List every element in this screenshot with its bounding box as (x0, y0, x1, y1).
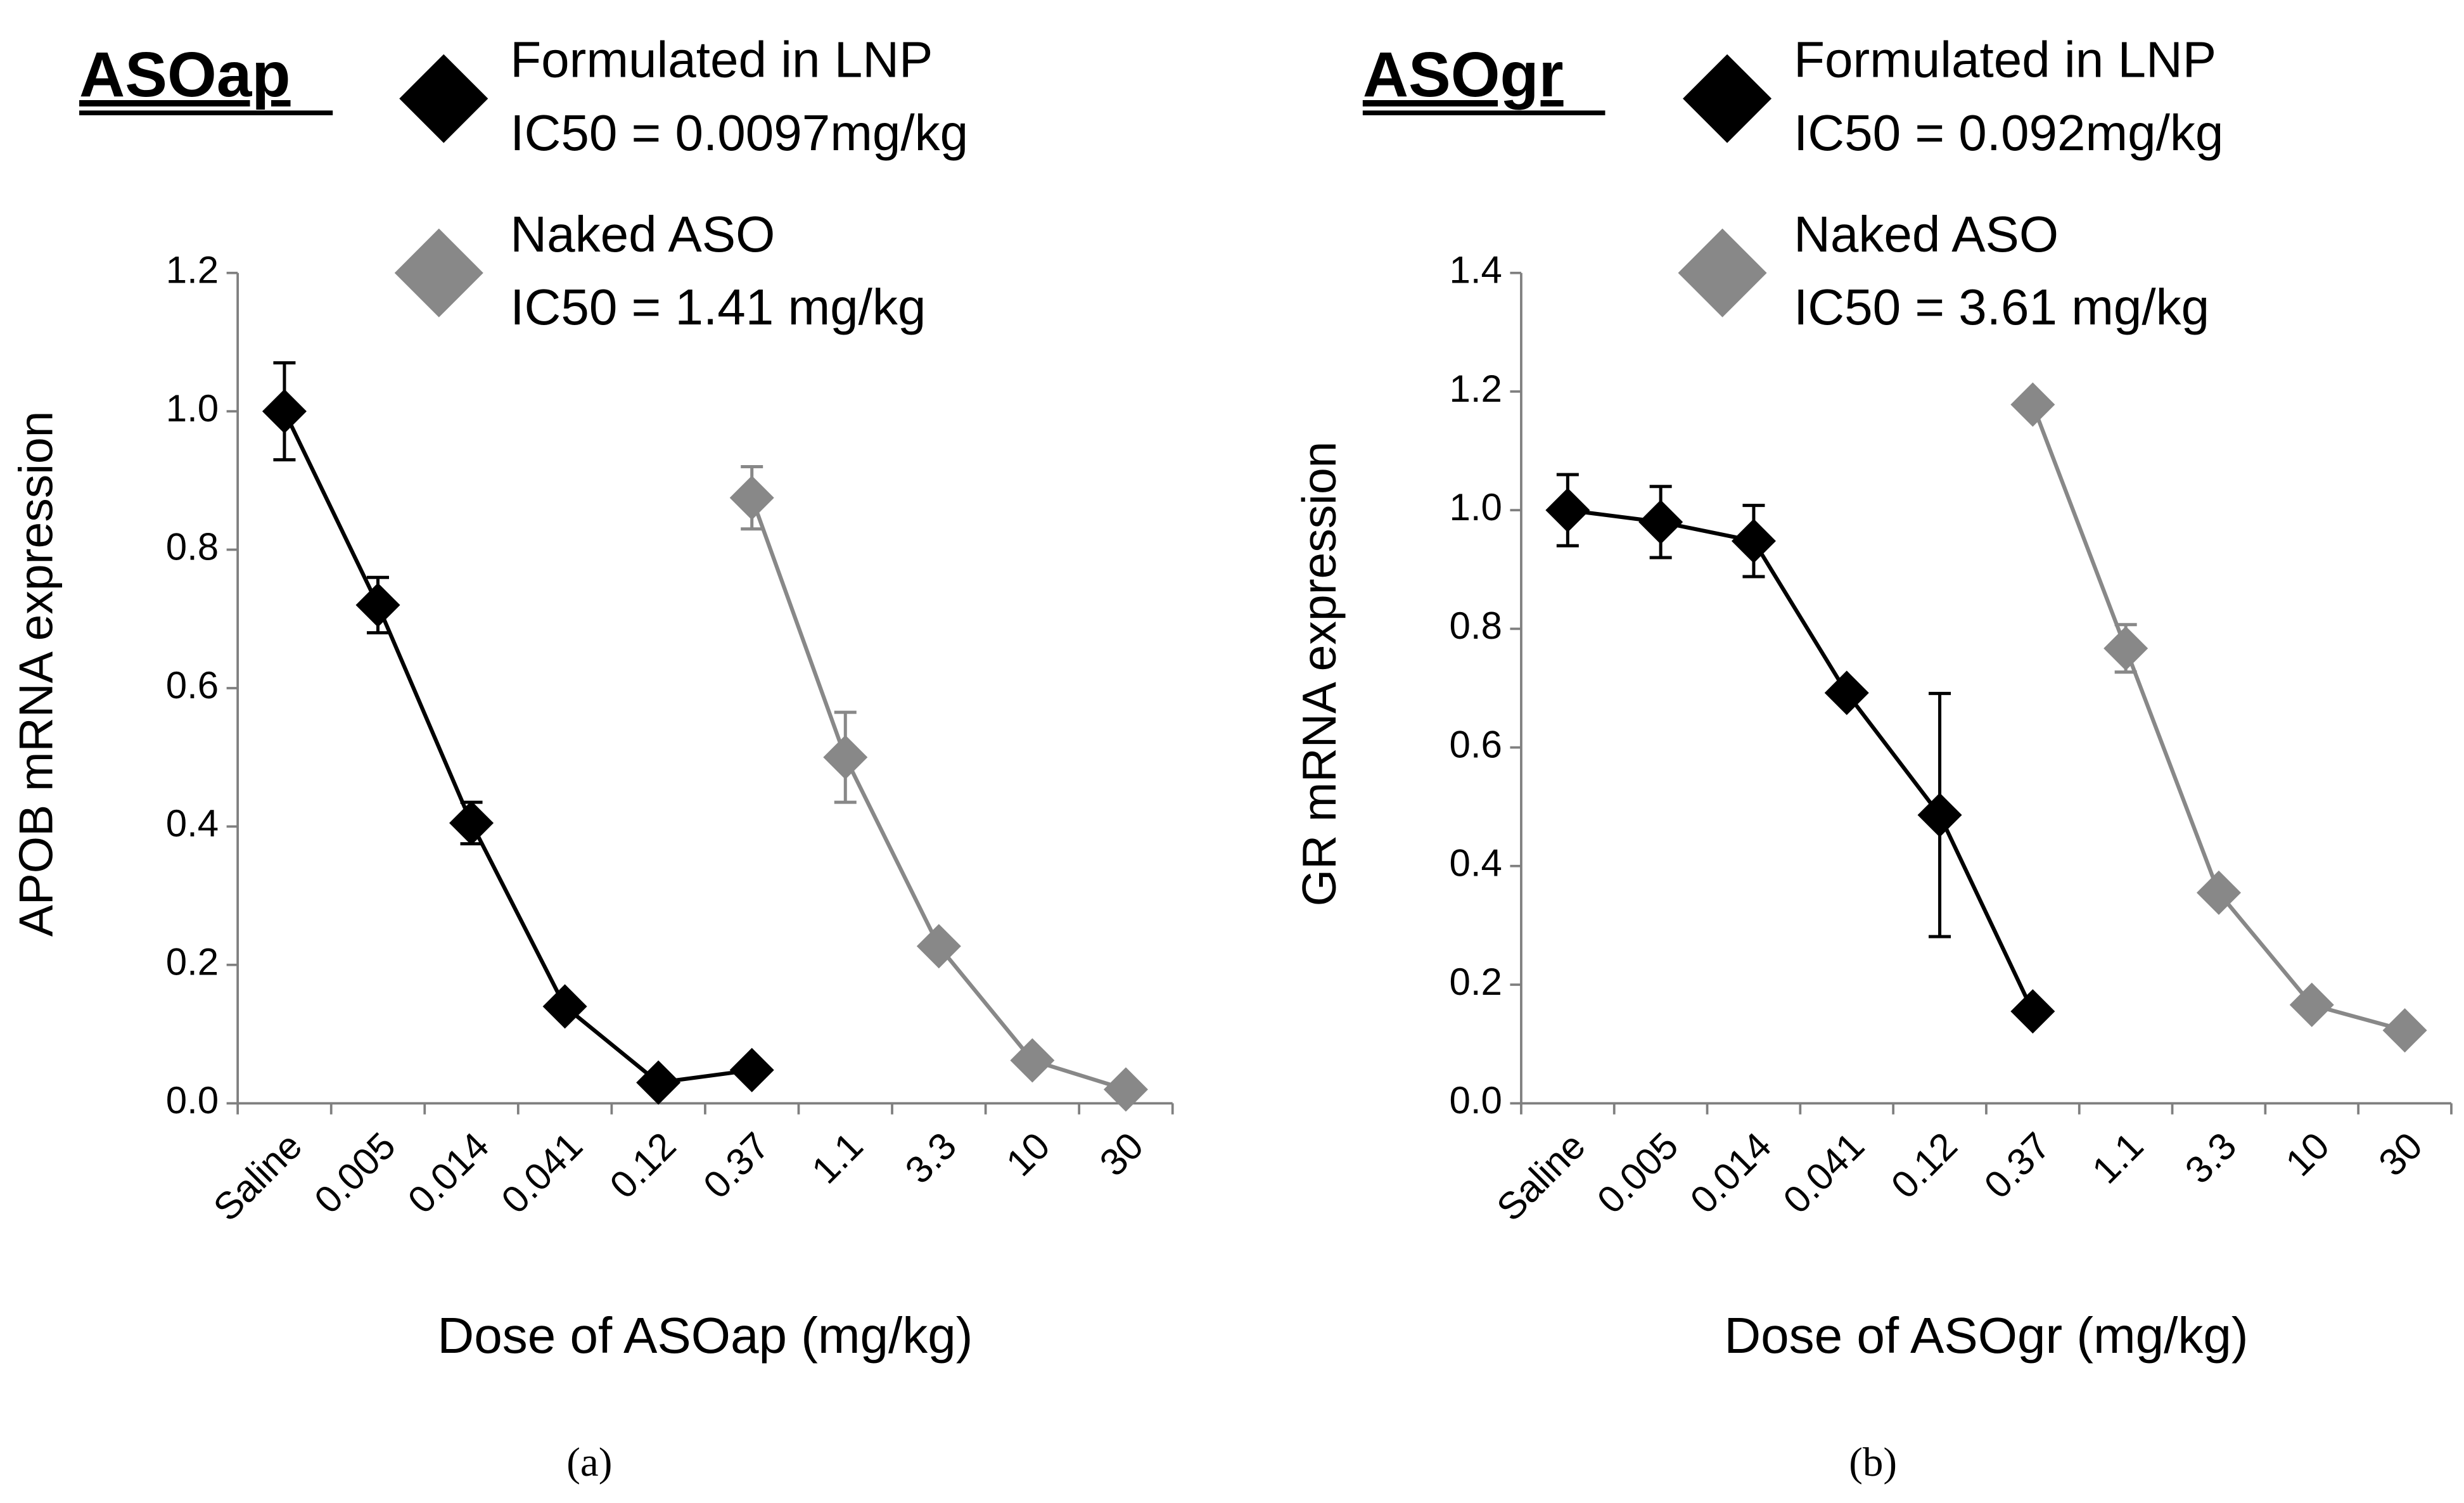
legend-ic50: IC50 = 0.0097mg/kg (510, 105, 968, 161)
data-point (449, 800, 494, 845)
x-tick-label: 0.12 (1883, 1124, 1965, 1206)
data-point (729, 475, 774, 520)
data-point (2010, 989, 2055, 1034)
y-tick-label: 0.2 (1449, 961, 1502, 1003)
data-point (2196, 870, 2241, 915)
data-point (1917, 793, 1962, 838)
data-point (916, 924, 961, 969)
x-tick-label: 0.005 (1589, 1124, 1687, 1222)
data-point (823, 735, 868, 780)
chart-title: ASOgr (1363, 39, 1564, 110)
x-tick-label: 0.37 (1976, 1124, 2059, 1206)
legend-label: Naked ASO (510, 206, 775, 262)
y-tick-label: 0.2 (166, 941, 219, 983)
legend-ic50: IC50 = 1.41 mg/kg (510, 279, 926, 335)
y-tick-label: 0.6 (1449, 723, 1502, 765)
legend-ic50: IC50 = 0.092mg/kg (1794, 105, 2223, 161)
data-point (262, 389, 307, 434)
x-tick-label: 0.014 (400, 1124, 497, 1222)
x-tick-label: 0.12 (602, 1124, 684, 1206)
x-tick-label: 0.041 (493, 1124, 590, 1222)
caption: (b) (1849, 1440, 1897, 1485)
x-tick-label: 30 (2370, 1124, 2430, 1184)
x-tick-label: Saline (205, 1124, 310, 1229)
data-point (1731, 518, 1776, 563)
x-tick-label: 0.37 (695, 1124, 777, 1206)
data-point (542, 984, 587, 1029)
y-tick-label: 1.0 (166, 387, 219, 430)
y-tick-label: 0.4 (1449, 842, 1502, 885)
legend-label: Naked ASO (1794, 206, 2059, 262)
x-tick-label: 30 (1092, 1124, 1152, 1184)
caption: (a) (566, 1440, 612, 1485)
y-tick-label: 1.2 (1449, 368, 1502, 410)
data-point (729, 1047, 774, 1092)
y-tick-label: 1.2 (166, 249, 219, 291)
x-tick-label: 1.1 (2084, 1124, 2151, 1191)
chart-title: ASOap (79, 39, 290, 110)
legend-marker (1678, 228, 1767, 317)
legend-marker (1683, 54, 1772, 143)
x-tick-label: 10 (2278, 1124, 2338, 1184)
series-line (1567, 508, 2035, 1013)
data-point (2010, 382, 2055, 427)
y-tick-label: 0.8 (1449, 604, 1502, 647)
data-point (1010, 1038, 1055, 1083)
x-tick-label: 1.1 (803, 1124, 871, 1191)
x-tick-label: 0.005 (306, 1124, 404, 1222)
data-point (1545, 488, 1590, 533)
y-tick-label: 1.4 (1449, 249, 1502, 291)
data-point (1824, 670, 1869, 715)
data-point (636, 1060, 681, 1105)
legend-marker (399, 54, 488, 143)
data-point (2289, 982, 2334, 1027)
series-line (2031, 404, 2406, 1033)
x-axis-label: Dose of ASOap (mg/kg) (437, 1307, 973, 1364)
data-point (1103, 1067, 1148, 1112)
y-tick-label: 0.0 (166, 1079, 219, 1122)
x-tick-label: 3.3 (2177, 1124, 2244, 1191)
x-tick-label: 0.014 (1682, 1124, 1780, 1222)
x-tick-label: Saline (1488, 1124, 1593, 1229)
x-axis-label: Dose of ASOgr (mg/kg) (1724, 1307, 2248, 1364)
data-point (355, 582, 400, 627)
legend-label: Formulated in LNP (510, 32, 933, 88)
x-tick-label: 0.041 (1775, 1124, 1873, 1222)
y-tick-label: 1.0 (1449, 486, 1502, 528)
y-tick-label: 0.8 (166, 525, 219, 568)
legend-ic50: IC50 = 3.61 mg/kg (1794, 279, 2209, 335)
y-axis-label: GR mRNA expression (1293, 442, 1346, 907)
legend-label: Formulated in LNP (1794, 32, 2216, 88)
series-line (283, 410, 753, 1085)
y-tick-label: 0.6 (166, 664, 219, 707)
data-point (2103, 626, 2148, 671)
y-tick-label: 0.4 (166, 802, 219, 845)
legend-marker (394, 228, 483, 317)
data-point (1638, 499, 1683, 544)
y-tick-label: 0.0 (1449, 1079, 1502, 1122)
x-tick-label: 3.3 (897, 1124, 964, 1191)
y-axis-label: APOB mRNA expression (9, 411, 62, 937)
x-tick-label: 10 (998, 1124, 1058, 1184)
data-point (2382, 1008, 2427, 1053)
series-line (750, 497, 1127, 1092)
